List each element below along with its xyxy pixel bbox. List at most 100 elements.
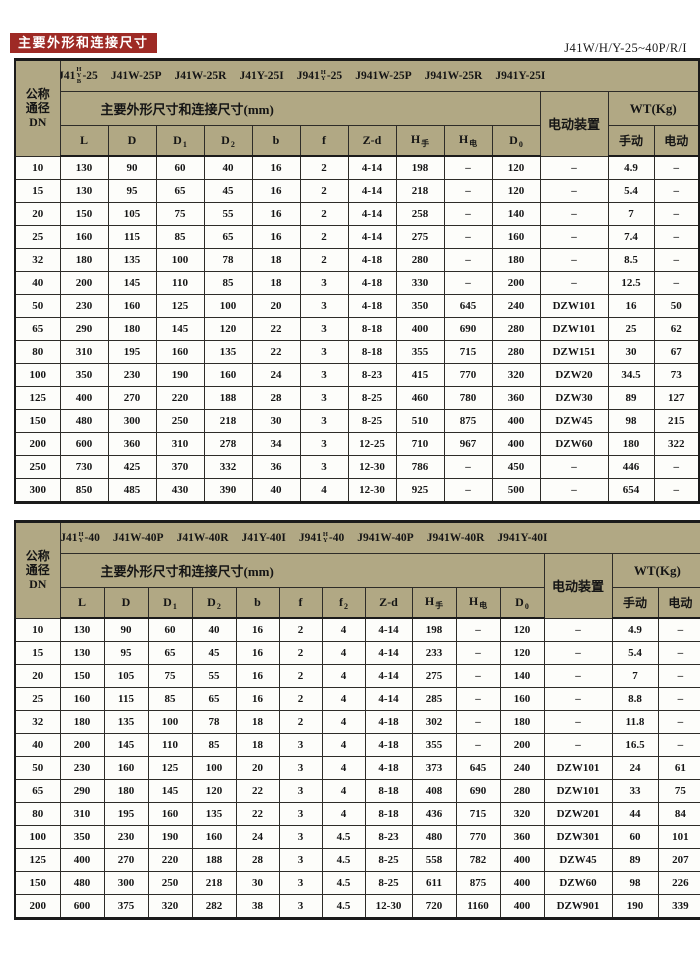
dim-column-header: f: [278, 587, 323, 619]
cell: 850: [59, 478, 109, 503]
cell: 4-14: [347, 202, 397, 226]
cell: 2: [278, 710, 323, 734]
model-designation: J941W-40P: [357, 532, 414, 544]
cell: –: [543, 687, 613, 711]
cell: 40: [14, 733, 61, 757]
cell: 85: [203, 271, 253, 295]
cell: 85: [147, 687, 193, 711]
cell: 8-23: [347, 363, 397, 387]
dimensions-group-header: 主要外形尺寸和连接尺寸(mm): [59, 553, 545, 588]
cell: –: [455, 664, 501, 688]
cell: –: [543, 733, 613, 757]
cell: 4-18: [347, 271, 397, 295]
cell: 62: [653, 317, 700, 341]
spec-table-pn40: 公称 通径 DN J41 H Y -40 J41W-40P J41W-40R J41Y-40…: [14, 520, 700, 920]
cell: 302: [411, 710, 457, 734]
cell: 12-30: [364, 894, 413, 919]
cell: 4: [321, 756, 366, 780]
cell: DZW901: [543, 894, 613, 919]
cell: 4.5: [321, 825, 366, 849]
dim-column-header: b: [251, 125, 301, 157]
cell: 230: [59, 294, 109, 318]
model-designation: J941 H Y -40: [299, 531, 344, 544]
cell: 3: [278, 802, 323, 826]
dim-column-header: D2: [203, 125, 253, 157]
model-prefix: J41: [61, 70, 76, 82]
cell: 3: [299, 317, 349, 341]
cell: 160: [59, 687, 105, 711]
cell: 180: [491, 248, 541, 272]
cell: 710: [395, 432, 445, 456]
cell: 645: [443, 294, 493, 318]
model-variant-letter: H: [322, 531, 328, 538]
cell: 207: [657, 848, 700, 872]
cell: 2: [299, 248, 349, 272]
cell: 310: [155, 432, 205, 456]
cell: 8-25: [347, 386, 397, 410]
cell: DZW45: [539, 409, 609, 433]
cell: –: [455, 641, 501, 665]
model-variant-letter: H: [76, 66, 82, 73]
model-designation: J41W-25P: [110, 70, 162, 82]
cell: 322: [653, 432, 700, 456]
cell: 925: [395, 478, 445, 503]
cell: 140: [499, 664, 545, 688]
cell: 160: [107, 294, 157, 318]
cell: 320: [491, 363, 541, 387]
cell: 150: [14, 409, 61, 433]
dim-column-header: H电: [455, 587, 501, 619]
cell: 3: [278, 848, 323, 872]
cell: –: [657, 733, 700, 757]
table-row: 125 400 270 220 188 28 3 4.5 8-25 558 782 400 DZW45 8…: [14, 848, 700, 872]
table-row: 200 600 375 320 282 38 3 4.5 12-30 720 1160 400 DZW9…: [14, 894, 700, 919]
cell: 190: [611, 894, 659, 919]
cell: 24: [611, 756, 659, 780]
cell: 4-14: [364, 617, 413, 642]
cell: DZW101: [539, 317, 609, 341]
cell: 611: [411, 871, 457, 895]
cell: 4: [321, 779, 366, 803]
model-designation: J41W-40R: [176, 532, 229, 544]
cell: 715: [443, 340, 493, 364]
cell: 8-18: [364, 802, 413, 826]
cell: 150: [59, 664, 105, 688]
table-row: 32 180 135 100 78 18 2 4 4-18 302–180–11.8–: [14, 710, 700, 734]
cell: 4-14: [364, 641, 413, 665]
table-row: 80 310 195 160 135 22 3 8-18 355 715 280 DZW151 30 67: [14, 340, 700, 364]
cell: 18: [251, 248, 301, 272]
cell: –: [443, 455, 493, 479]
cell: –: [539, 271, 609, 295]
cell: 360: [107, 432, 157, 456]
electric-column-header: 电动: [657, 587, 700, 619]
cell: 4: [321, 802, 366, 826]
cell: 786: [395, 455, 445, 479]
cell: 4-14: [347, 225, 397, 249]
cell: 4-14: [347, 155, 397, 180]
cell: DZW101: [539, 294, 609, 318]
cell: 275: [411, 664, 457, 688]
cell: 61: [657, 756, 700, 780]
cell: 390: [203, 478, 253, 503]
cell: 373: [411, 756, 457, 780]
model-designation: J941Y-40I: [497, 532, 548, 544]
cell: –: [443, 155, 493, 180]
cell: 110: [155, 271, 205, 295]
cell: DZW201: [543, 802, 613, 826]
cell: 200: [14, 894, 61, 919]
cell: 400: [499, 848, 545, 872]
cell: 120: [191, 779, 237, 803]
cell: 3: [278, 779, 323, 803]
cell: 320: [499, 802, 545, 826]
cell: 98: [607, 409, 655, 433]
cell: 230: [103, 825, 149, 849]
cell: –: [455, 617, 501, 642]
cell: 115: [107, 225, 157, 249]
manual-column-header: 手动: [611, 587, 659, 619]
cell: 160: [499, 687, 545, 711]
cell: 160: [103, 756, 149, 780]
cell: 290: [59, 317, 109, 341]
dn-label-line: DN: [29, 115, 47, 130]
cell: –: [543, 664, 613, 688]
cell: 600: [59, 894, 105, 919]
